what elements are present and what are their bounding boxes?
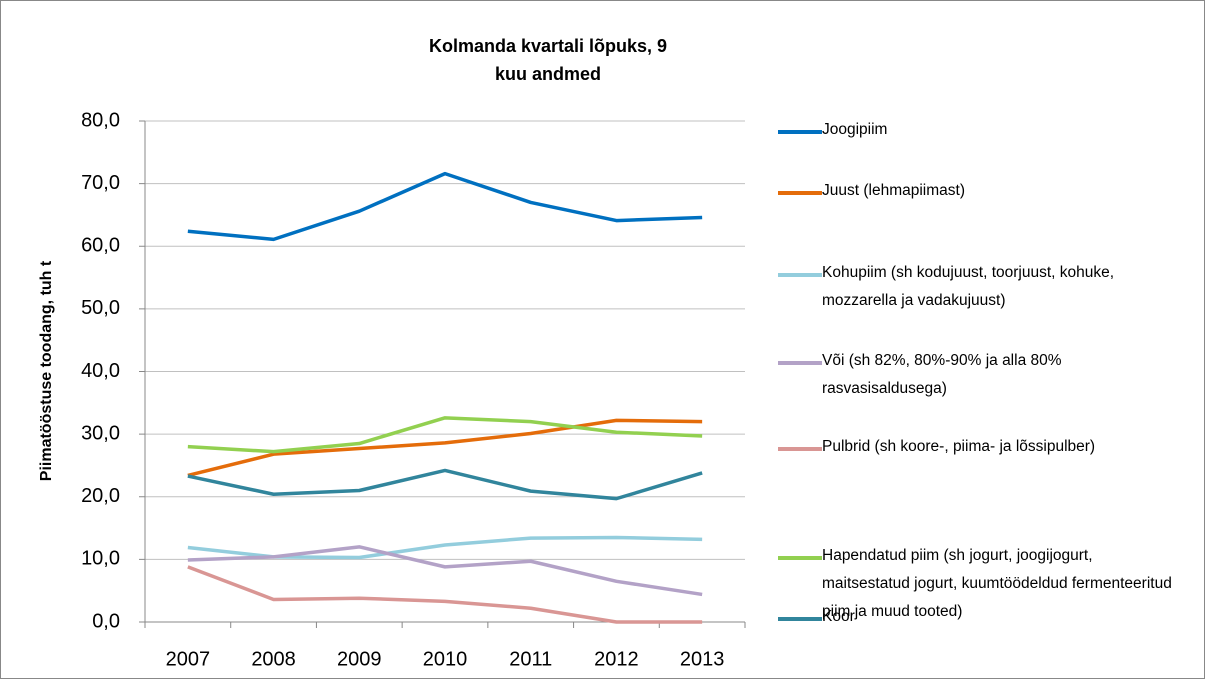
series-line	[187, 171, 703, 242]
x-tick-label: 2013	[680, 648, 725, 670]
series-line	[187, 416, 703, 454]
y-tick-label: 40,0	[81, 360, 120, 382]
y-tick-label: 10,0	[81, 548, 120, 570]
y-tick-label: 70,0	[81, 172, 120, 194]
series-line	[187, 418, 703, 478]
legend-label: Koor	[822, 608, 855, 625]
legend-entry: Kohupiim (sh kodujuust, toorjuust, kohuk…	[778, 264, 1178, 315]
legend-swatch	[778, 361, 822, 365]
legend-label: Hapendatud piim (sh jogurt, joogijogurt,…	[822, 547, 1172, 620]
legend-label: Joogipiim	[822, 121, 888, 138]
legend-entry: Koor	[778, 608, 1178, 631]
legend-swatch	[778, 447, 822, 451]
series-line	[187, 468, 703, 501]
x-tick-label: 2012	[594, 648, 639, 670]
legend-label: Juust (lehmapiimast)	[822, 182, 965, 199]
y-tick-label: 20,0	[81, 485, 120, 507]
legend-entry: Pulbrid (sh koore-, piima- ja lõssipulbe…	[778, 438, 1178, 461]
legend-swatch	[778, 130, 822, 134]
x-tick-label: 2008	[251, 648, 296, 670]
legend-swatch	[778, 273, 822, 277]
legend-entry: Hapendatud piim (sh jogurt, joogijogurt,…	[778, 547, 1178, 626]
legend-swatch	[778, 617, 822, 621]
legend-label: Kohupiim (sh kodujuust, toorjuust, kohuk…	[822, 264, 1115, 309]
x-tick-label: 2011	[509, 648, 552, 670]
y-axis-label: Piimatööstuse toodang, tuh t	[38, 260, 55, 481]
legend-entry: Joogipiim	[778, 121, 1178, 144]
legend-label: Või (sh 82%, 80%-90% ja alla 80% rasvasi…	[822, 352, 1062, 397]
legend-label: Pulbrid (sh koore-, piima- ja lõssipulbe…	[822, 438, 1096, 455]
legend-entry: Või (sh 82%, 80%-90% ja alla 80% rasvasi…	[778, 352, 1178, 403]
y-tick-label: 80,0	[81, 109, 120, 131]
series-line	[187, 565, 703, 624]
x-tick-label: 2009	[337, 648, 382, 670]
x-tick-label: 2007	[166, 648, 211, 670]
legend-swatch	[778, 556, 822, 560]
y-tick-label: 30,0	[81, 422, 120, 444]
y-tick-label: 60,0	[81, 235, 120, 257]
series-line	[187, 545, 703, 597]
legend-entry: Juust (lehmapiimast)	[778, 182, 1178, 205]
y-tick-label: 0,0	[92, 610, 120, 632]
chart-title: Kolmanda kvartali lõpuks, 9 kuu andmed	[428, 36, 668, 84]
y-tick-label: 50,0	[81, 297, 120, 319]
x-tick-label: 2010	[423, 648, 468, 670]
legend-swatch	[778, 191, 822, 195]
